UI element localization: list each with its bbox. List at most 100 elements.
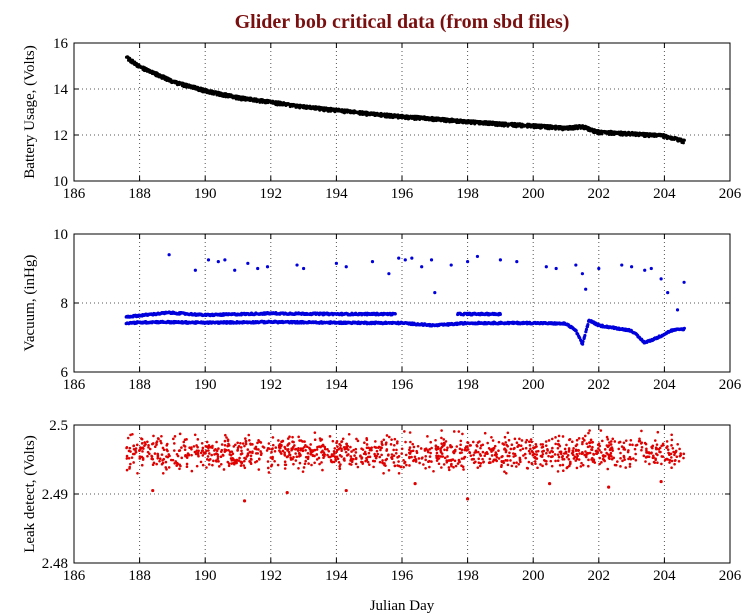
- leak-point: [335, 440, 339, 443]
- leak-point: [159, 439, 162, 443]
- leak-point: [180, 456, 184, 460]
- leak-point: [194, 452, 198, 456]
- leak-point: [408, 431, 412, 434]
- vacuum-point: [216, 260, 220, 264]
- leak-point: [156, 454, 160, 457]
- leak-point: [182, 440, 186, 444]
- leak-point: [541, 450, 544, 453]
- leak-point: [580, 461, 583, 465]
- leak-point: [449, 444, 452, 447]
- leak-point: [588, 429, 591, 432]
- leak-point: [554, 442, 557, 446]
- leak-point: [562, 469, 565, 473]
- leak-point: [399, 465, 403, 469]
- leak-point: [320, 461, 323, 464]
- leak-point: [175, 452, 179, 456]
- leak-point: [590, 448, 593, 451]
- leak-point: [569, 460, 572, 464]
- vacuum-point: [393, 312, 397, 316]
- leak-point: [226, 438, 230, 441]
- leak-point: [378, 460, 382, 464]
- leak-point: [302, 466, 306, 469]
- leak-point: [488, 457, 492, 461]
- leak-point: [374, 456, 378, 460]
- leak-point: [453, 459, 457, 463]
- leak-grid: [74, 425, 730, 563]
- leak-point: [611, 449, 614, 452]
- leak-point: [338, 465, 341, 468]
- leak-point: [487, 461, 491, 465]
- leak-point: [404, 440, 407, 444]
- leak-point: [125, 445, 129, 449]
- leak-point: [518, 456, 522, 460]
- leak-point: [256, 441, 259, 445]
- leak-point: [240, 461, 243, 465]
- leak-point: [466, 497, 470, 501]
- leak-point: [232, 445, 236, 448]
- leak-point: [566, 465, 569, 469]
- leak-point: [673, 462, 676, 466]
- leak-point: [228, 450, 232, 454]
- leak-point: [653, 439, 657, 442]
- leak-point: [201, 446, 205, 450]
- leak-point: [390, 453, 394, 456]
- x-tick-label: 200: [522, 377, 545, 393]
- leak-point: [603, 448, 607, 451]
- leak-point: [512, 461, 516, 465]
- leak-point: [227, 442, 230, 446]
- vacuum-point: [675, 308, 680, 312]
- leak-point: [542, 458, 546, 462]
- leak-point: [670, 459, 674, 463]
- leak-point: [156, 456, 160, 460]
- leak-point: [598, 449, 601, 452]
- leak-point: [266, 466, 270, 470]
- leak-point: [234, 459, 237, 462]
- leak-point: [207, 463, 211, 466]
- leak-point: [515, 441, 519, 444]
- vacuum-point: [295, 263, 299, 267]
- leak-point: [356, 439, 360, 443]
- leak-point: [223, 443, 227, 447]
- leak-point: [230, 459, 234, 462]
- leak-point: [564, 450, 568, 454]
- leak-point: [577, 458, 581, 461]
- leak-point: [525, 438, 529, 442]
- leak-point: [174, 460, 178, 463]
- leak-point: [340, 455, 343, 458]
- leak-point: [472, 457, 476, 461]
- leak-point: [435, 459, 439, 462]
- leak-point: [544, 444, 548, 447]
- leak-point: [354, 451, 358, 454]
- leak-point: [634, 452, 637, 456]
- leak-point: [403, 430, 406, 433]
- x-tick-label: 194: [325, 377, 348, 393]
- y-tick-label: 2.48: [42, 556, 68, 572]
- leak-point: [609, 447, 613, 451]
- leak-point: [320, 444, 324, 448]
- leak-point: [352, 448, 355, 452]
- leak-point: [259, 441, 263, 444]
- leak-point: [193, 433, 197, 437]
- leak-point: [313, 448, 317, 452]
- leak-point: [450, 462, 453, 466]
- leak-point: [557, 434, 561, 438]
- leak-point: [212, 459, 215, 463]
- leak-point: [675, 455, 679, 458]
- leak-point: [591, 445, 594, 449]
- leak-point: [220, 448, 224, 452]
- leak-point: [292, 455, 295, 459]
- leak-point: [343, 448, 347, 451]
- x-tick-label: 188: [128, 568, 151, 584]
- leak-point: [463, 448, 467, 452]
- leak-point: [515, 461, 518, 464]
- vacuum-point: [429, 258, 434, 262]
- leak-point: [403, 460, 407, 464]
- leak-point: [412, 458, 416, 462]
- leak-point: [337, 460, 341, 464]
- leak-point: [587, 431, 590, 435]
- leak-point: [508, 454, 511, 458]
- leak-point: [659, 479, 663, 484]
- leak-point: [609, 443, 613, 446]
- leak-point: [656, 430, 660, 434]
- leak-point: [335, 455, 339, 459]
